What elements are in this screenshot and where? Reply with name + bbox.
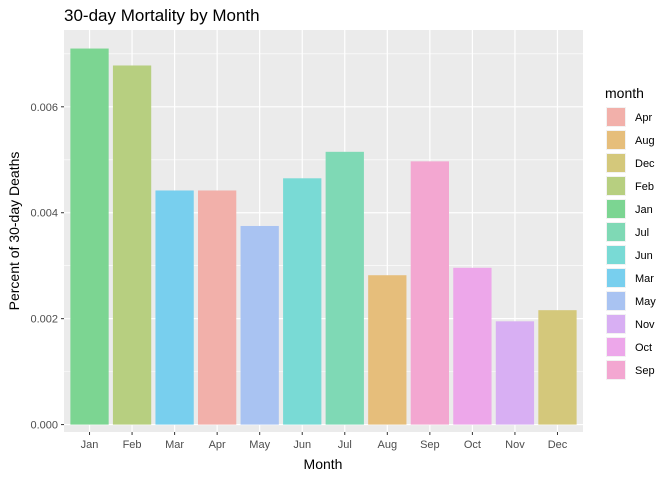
x-tick-label: Sep	[420, 439, 440, 451]
legend-label: Oct	[635, 342, 652, 354]
y-axis: 0.000 0.002 0.004 0.006	[30, 102, 64, 432]
bar-feb	[112, 65, 152, 425]
legend-label: Jun	[635, 250, 653, 262]
x-tick-label: Jul	[338, 439, 352, 451]
x-axis: Jan Feb Mar Apr May Jun Jul Aug Sep Oct Nov Dec	[81, 432, 568, 451]
x-tick-label: May	[249, 439, 270, 451]
legend-swatch-nov	[607, 315, 625, 333]
y-tick-label: 0.006	[30, 102, 58, 114]
x-tick-label: Jan	[81, 439, 99, 451]
legend-swatch-jun	[607, 246, 625, 264]
x-tick-label: Apr	[209, 439, 226, 451]
bar-sep	[410, 161, 449, 425]
legend-swatch-dec	[607, 154, 625, 172]
bar-jun	[283, 178, 322, 425]
bar-dec	[538, 310, 577, 425]
legend-swatch-jul	[607, 223, 625, 241]
y-tick-label: 0.000	[30, 420, 58, 432]
x-tick-label: Nov	[505, 439, 525, 451]
bar-apr	[198, 190, 237, 425]
x-tick-label: Feb	[123, 439, 142, 451]
legend-swatch-mar	[607, 269, 625, 287]
legend-label: Jan	[635, 204, 653, 216]
legend-label: Dec	[635, 158, 655, 170]
chart-title: 30-day Mortality by Month	[64, 6, 260, 25]
legend-swatch-feb	[607, 177, 625, 195]
bar-jan	[70, 48, 109, 425]
x-axis-title: Month	[304, 456, 343, 472]
bars	[70, 48, 577, 425]
bar-mar	[155, 190, 194, 425]
legend-label: May	[635, 296, 656, 308]
legend-label: Apr	[635, 112, 652, 124]
bar-nov	[495, 321, 535, 425]
legend-title: month	[605, 85, 644, 101]
x-tick-label: Oct	[464, 439, 481, 451]
x-tick-label: Dec	[548, 439, 568, 451]
legend-swatch-apr	[607, 108, 625, 126]
legend-label: Nov	[635, 319, 655, 331]
x-tick-label: Mar	[165, 439, 184, 451]
legend-label: Feb	[635, 181, 654, 193]
legend-label: Aug	[635, 135, 655, 147]
legend-label: Mar	[635, 273, 654, 285]
legend-swatch-aug	[607, 131, 625, 149]
bar-may	[240, 225, 279, 425]
legend-swatch-may	[607, 292, 625, 310]
x-tick-label: Aug	[378, 439, 398, 451]
bar-jul	[325, 151, 364, 425]
legend-swatch-jan	[607, 200, 625, 218]
legend-swatch-oct	[607, 338, 625, 356]
bar-oct	[453, 267, 492, 425]
legend-label: Jul	[635, 227, 649, 239]
legend-swatch-sep	[607, 361, 625, 379]
bar-aug	[368, 275, 407, 425]
x-tick-label: Jun	[293, 439, 311, 451]
y-axis-title: Percent of 30-day Deaths	[6, 152, 22, 311]
y-tick-label: 0.002	[30, 314, 58, 326]
legend-label: Sep	[635, 365, 655, 377]
legend: month Apr Aug Dec Feb Jan Jul Jun Mar May Nov Oct S…	[605, 85, 656, 380]
y-tick-label: 0.004	[30, 208, 58, 220]
